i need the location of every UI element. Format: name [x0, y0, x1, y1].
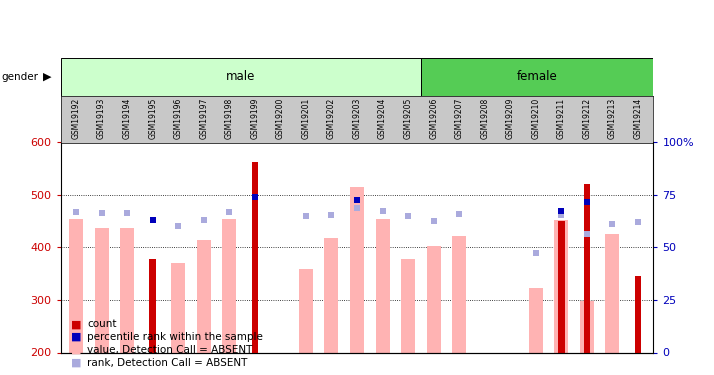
Bar [605, 234, 620, 352]
Text: GSM19194: GSM19194 [123, 98, 131, 140]
Text: ■: ■ [71, 345, 82, 355]
Text: GSM19199: GSM19199 [251, 98, 259, 140]
Text: GSM19197: GSM19197 [199, 98, 208, 140]
Text: rank, Detection Call = ABSENT: rank, Detection Call = ABSENT [87, 358, 248, 368]
Text: percentile rank within the sample: percentile rank within the sample [87, 332, 263, 342]
Text: GSM19198: GSM19198 [225, 98, 233, 139]
Text: GSM19208: GSM19208 [481, 98, 489, 139]
Text: GSM19209: GSM19209 [506, 98, 515, 140]
Bar [452, 236, 466, 352]
Bar [324, 238, 338, 352]
Bar [120, 228, 134, 352]
Bar [401, 259, 415, 352]
Bar [94, 228, 109, 352]
Text: GSM19202: GSM19202 [327, 98, 336, 139]
Text: GSM19204: GSM19204 [378, 98, 387, 140]
Bar [222, 219, 236, 352]
Bar [171, 263, 185, 352]
Text: GSM19200: GSM19200 [276, 98, 285, 140]
Bar [69, 219, 83, 352]
Text: GSM19203: GSM19203 [353, 98, 361, 140]
Bar [558, 221, 565, 352]
Bar [529, 288, 543, 352]
Text: ■: ■ [71, 332, 82, 342]
Bar [197, 240, 211, 352]
Text: count: count [87, 320, 116, 329]
Text: ■: ■ [71, 358, 82, 368]
Text: GSM19205: GSM19205 [403, 98, 413, 140]
Text: GSM19210: GSM19210 [531, 98, 540, 139]
Text: female: female [517, 70, 558, 83]
Text: male: male [226, 70, 256, 83]
Text: GSM19196: GSM19196 [174, 98, 183, 140]
Text: GSM19201: GSM19201 [301, 98, 311, 139]
Text: ■: ■ [71, 320, 82, 329]
Bar [251, 162, 258, 352]
Text: GSM19192: GSM19192 [71, 98, 81, 139]
Bar [426, 246, 441, 352]
Text: GSM19206: GSM19206 [429, 98, 438, 140]
Bar [421, 58, 653, 96]
Bar [584, 184, 590, 352]
Text: gender: gender [1, 72, 39, 82]
Text: GSM19212: GSM19212 [583, 98, 591, 139]
Text: GSM19193: GSM19193 [97, 98, 106, 140]
Bar [580, 301, 594, 352]
Text: GDS564 / 209643_s_at: GDS564 / 209643_s_at [61, 128, 203, 141]
Text: GSM19213: GSM19213 [608, 98, 617, 139]
Bar [149, 259, 156, 352]
Text: ▶: ▶ [43, 72, 51, 82]
Bar [299, 268, 313, 352]
Text: GSM19207: GSM19207 [455, 98, 463, 140]
Bar [376, 219, 390, 352]
Bar [635, 276, 641, 352]
Bar [350, 187, 364, 352]
Text: GSM19214: GSM19214 [633, 98, 643, 139]
Bar [61, 58, 421, 96]
Text: GSM19211: GSM19211 [557, 98, 566, 139]
Text: GSM19195: GSM19195 [148, 98, 157, 140]
Bar [554, 220, 568, 352]
Text: value, Detection Call = ABSENT: value, Detection Call = ABSENT [87, 345, 253, 355]
